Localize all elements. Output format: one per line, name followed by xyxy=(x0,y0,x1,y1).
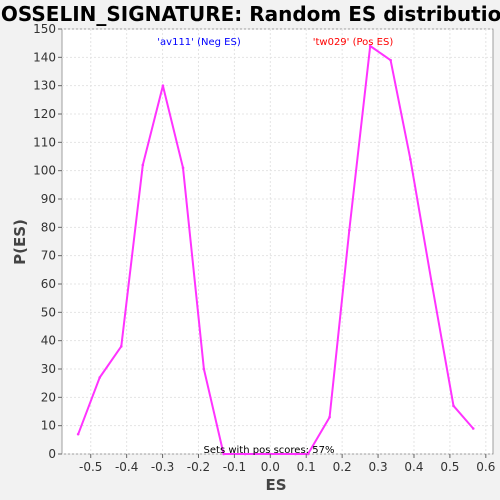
y-tick-label: 150 xyxy=(33,22,56,36)
annotation-pos-es: 'tw029' (Pos ES) xyxy=(313,37,394,48)
y-tick-label: 90 xyxy=(41,192,56,206)
data-point xyxy=(452,404,455,408)
data-point xyxy=(368,44,372,48)
x-tick-label: 0.4 xyxy=(404,460,423,474)
x-tick-label: 0.2 xyxy=(333,460,352,474)
x-tick-label: 0.5 xyxy=(440,460,459,474)
data-point xyxy=(348,228,351,232)
x-tick-label: -0.5 xyxy=(79,460,102,474)
x-tick-label: 0.3 xyxy=(369,460,388,474)
x-tick-label: 0.1 xyxy=(297,460,316,474)
data-point xyxy=(430,282,434,286)
data-point xyxy=(181,166,185,170)
x-tick-label: -0.1 xyxy=(223,460,246,474)
series-layer xyxy=(76,44,475,456)
data-point xyxy=(389,58,392,62)
data-point xyxy=(328,415,331,419)
y-tick-label: 110 xyxy=(33,135,56,149)
x-tick-label: 0.0 xyxy=(261,460,280,474)
x-axis-label: ES xyxy=(265,476,286,494)
x-tick-label: 0.6 xyxy=(476,460,495,474)
chart-title: GOSSELIN_SIGNATURE: Random ES distributi… xyxy=(0,2,500,26)
data-point xyxy=(202,367,206,371)
data-point xyxy=(76,432,80,436)
data-point xyxy=(141,163,145,167)
y-tick-label: 20 xyxy=(41,390,56,404)
x-tick-label: -0.2 xyxy=(187,460,210,474)
y-tick-label: 100 xyxy=(33,164,56,178)
series-line xyxy=(77,45,474,455)
annotations: 'av111' (Neg ES) 'tw029' (Pos ES) Sets w… xyxy=(157,37,393,456)
y-axis-label: P(ES) xyxy=(11,219,29,265)
y-tick-label: 140 xyxy=(33,50,56,64)
data-point xyxy=(243,452,247,456)
y-tick-label: 50 xyxy=(41,305,56,319)
data-point xyxy=(306,452,310,456)
axes: -0.5 -0.4 -0.3 -0.2 -0.1 0.0 0.1 0.2 0.3 0.4 0.5 0.… xyxy=(33,22,495,474)
y-tick-label: 70 xyxy=(41,249,56,263)
y-tick-label: 80 xyxy=(41,220,56,234)
data-point xyxy=(161,84,165,87)
y-tick-label: 10 xyxy=(41,419,56,433)
y-tick-label: 130 xyxy=(33,79,56,93)
x-tick-label: -0.4 xyxy=(115,460,138,474)
data-point xyxy=(294,452,297,456)
x-tick-label: -0.3 xyxy=(151,460,174,474)
data-point xyxy=(471,427,475,430)
y-tick-label: 60 xyxy=(41,277,56,291)
y-tick-label: 0 xyxy=(48,447,56,461)
y-tick-label: 40 xyxy=(41,334,56,348)
y-tick-label: 120 xyxy=(33,107,56,121)
data-point xyxy=(222,452,225,456)
data-point xyxy=(409,158,412,161)
data-point xyxy=(119,345,123,348)
grid xyxy=(62,28,493,455)
annotation-neg-es: 'av111' (Neg ES) xyxy=(157,37,241,48)
data-point xyxy=(98,376,102,379)
y-tick-label: 30 xyxy=(41,362,56,376)
annotation-pos-score-pct: Sets with pos scores: 57% xyxy=(204,445,335,456)
